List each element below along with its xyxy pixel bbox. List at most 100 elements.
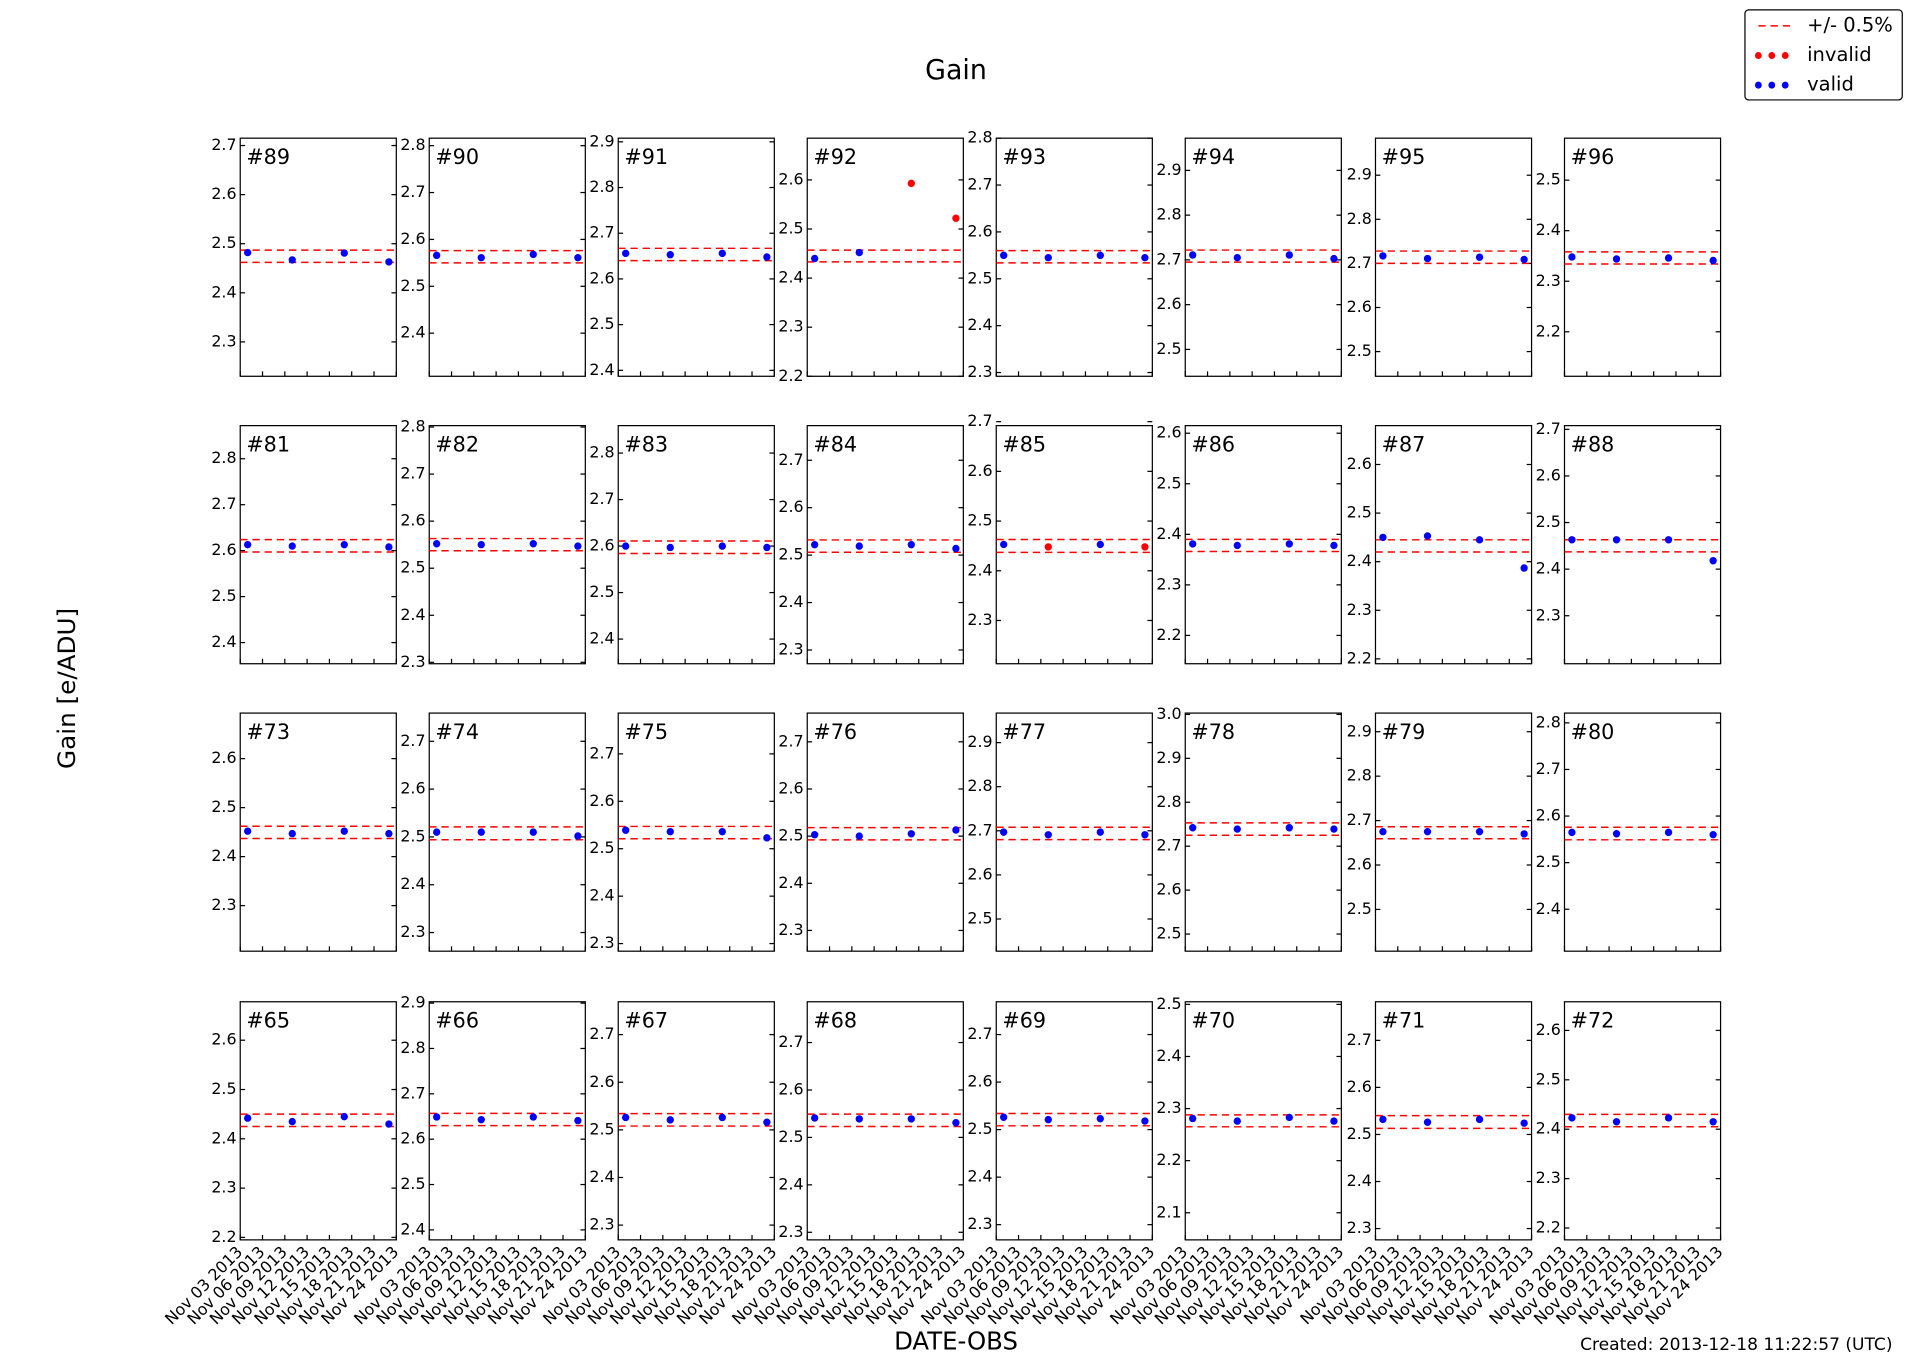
y-tick-label: 2.5 bbox=[400, 1174, 425, 1193]
valid-point bbox=[763, 834, 771, 842]
y-tick-label: 2.7 bbox=[1536, 759, 1561, 778]
valid-point bbox=[718, 542, 726, 550]
valid-point bbox=[666, 251, 674, 259]
y-tick-label: 2.4 bbox=[589, 1167, 614, 1186]
valid-point bbox=[1285, 824, 1293, 832]
y-tick-label: 2.5 bbox=[967, 511, 992, 530]
panel-frame bbox=[995, 137, 1153, 377]
legend-swatch bbox=[1754, 52, 1762, 59]
valid-point bbox=[1044, 1115, 1052, 1124]
y-tick-label: 2.5 bbox=[1536, 1069, 1561, 1088]
y-tick-label: 2.8 bbox=[400, 135, 425, 154]
y-tick-label: 2.5 bbox=[400, 826, 425, 845]
y-tick-label: 3.0 bbox=[1156, 704, 1181, 723]
y-tick-label: 2.5 bbox=[967, 1119, 992, 1138]
valid-point bbox=[385, 543, 393, 551]
valid-point bbox=[622, 542, 630, 550]
valid-point bbox=[574, 1116, 582, 1125]
panel-label: #71 bbox=[1382, 1008, 1426, 1032]
panel-label: #72 bbox=[1571, 1008, 1615, 1032]
y-tick-label: 2.7 bbox=[400, 731, 425, 750]
panel-frame bbox=[1184, 712, 1342, 952]
y-tick-label: 2.7 bbox=[589, 489, 614, 508]
panel-frame bbox=[1374, 712, 1533, 952]
y-tick-label: 2.4 bbox=[778, 873, 803, 892]
panel-label: #90 bbox=[435, 145, 479, 169]
y-tick-label: 2.6 bbox=[400, 229, 425, 248]
panel-label: #93 bbox=[1002, 145, 1046, 169]
y-tick-label: 2.4 bbox=[211, 1128, 236, 1147]
y-tick-label: 2.5 bbox=[1347, 899, 1372, 918]
y-axis-label: Gain [e/ADU] bbox=[52, 608, 81, 769]
valid-point bbox=[811, 254, 819, 263]
y-tick-label: 2.9 bbox=[589, 131, 614, 150]
panel-label: #68 bbox=[813, 1008, 857, 1032]
panel: #75 2.3 2.4 2.5 2.6 2.7 bbox=[589, 712, 775, 952]
panel-frame bbox=[1563, 137, 1722, 377]
y-tick-label: 2.4 bbox=[400, 1219, 425, 1238]
valid-point bbox=[907, 1115, 915, 1123]
y-tick-label: 2.4 bbox=[589, 886, 614, 905]
y-tick-label: 2.4 bbox=[1156, 1046, 1181, 1065]
y-tick-label: 2.6 bbox=[967, 1072, 992, 1091]
valid-point bbox=[1475, 536, 1484, 544]
y-tick-label: 2.6 bbox=[967, 461, 992, 480]
valid-point bbox=[855, 248, 863, 257]
valid-point bbox=[763, 253, 771, 261]
panel-label: #88 bbox=[1571, 432, 1615, 456]
panel-label: #84 bbox=[813, 432, 857, 456]
panel: #82 2.3 2.4 2.5 2.6 2.7 2.8 bbox=[400, 416, 586, 671]
y-tick-label: 2.4 bbox=[1536, 220, 1561, 239]
valid-point bbox=[666, 827, 674, 836]
valid-point bbox=[1000, 540, 1008, 549]
valid-point bbox=[1568, 1114, 1576, 1122]
panel-label: #79 bbox=[1382, 720, 1426, 744]
panel-frame bbox=[239, 1001, 397, 1241]
valid-point bbox=[855, 1115, 863, 1123]
legend-label: valid bbox=[1807, 73, 1854, 96]
panel-label: #77 bbox=[1002, 720, 1046, 744]
y-tick-label: 2.6 bbox=[400, 511, 425, 530]
y-tick-label: 2.4 bbox=[967, 1167, 992, 1186]
invalid-point bbox=[952, 214, 960, 222]
legend-swatch bbox=[1768, 52, 1776, 59]
y-tick-label: 2.7 bbox=[1156, 836, 1181, 855]
valid-point bbox=[433, 540, 441, 548]
y-tick-label: 2.6 bbox=[778, 1079, 803, 1098]
panel-label: #81 bbox=[246, 432, 290, 456]
panel: #84 2.3 2.4 2.5 2.6 2.7 bbox=[778, 425, 964, 665]
y-tick-label: 2.2 bbox=[1156, 625, 1181, 644]
panel-frame bbox=[806, 712, 964, 952]
y-tick-label: 2.4 bbox=[778, 268, 803, 287]
valid-point bbox=[1423, 254, 1432, 263]
y-tick-label: 2.3 bbox=[1536, 1168, 1561, 1187]
y-tick-label: 2.6 bbox=[1536, 465, 1561, 484]
y-tick-label: 2.4 bbox=[211, 846, 236, 865]
y-tick-label: 2.6 bbox=[400, 779, 425, 798]
panel-label: #70 bbox=[1191, 1008, 1235, 1032]
panel-label: #95 bbox=[1382, 145, 1426, 169]
valid-point bbox=[288, 256, 296, 264]
y-tick-label: 2.2 bbox=[211, 1227, 236, 1246]
panel-label: #83 bbox=[624, 432, 668, 456]
valid-point bbox=[433, 251, 441, 260]
panel-frame bbox=[1374, 137, 1533, 377]
y-tick-label: 2.5 bbox=[211, 1079, 236, 1098]
valid-point bbox=[1141, 831, 1149, 839]
y-tick-label: 2.5 bbox=[967, 908, 992, 927]
valid-point bbox=[718, 249, 726, 258]
y-tick-label: 2.9 bbox=[1347, 165, 1372, 184]
y-tick-label: 2.5 bbox=[1156, 994, 1181, 1013]
valid-point bbox=[1612, 255, 1621, 263]
panel-label: #80 bbox=[1571, 720, 1615, 744]
panel: #77 2.5 2.6 2.7 2.8 2.9 bbox=[967, 712, 1153, 952]
panel: #89 2.3 2.4 2.5 2.6 2.7 bbox=[211, 135, 397, 377]
valid-point bbox=[433, 1113, 441, 1121]
y-tick-label: 2.6 bbox=[211, 748, 236, 767]
panel-label: #92 bbox=[813, 145, 857, 169]
panel-frame bbox=[995, 1001, 1153, 1241]
valid-point bbox=[1096, 1114, 1104, 1123]
valid-point bbox=[1141, 253, 1149, 262]
y-tick-label: 2.7 bbox=[778, 731, 803, 750]
